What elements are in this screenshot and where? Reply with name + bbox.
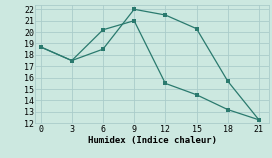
X-axis label: Humidex (Indice chaleur): Humidex (Indice chaleur): [88, 136, 217, 145]
